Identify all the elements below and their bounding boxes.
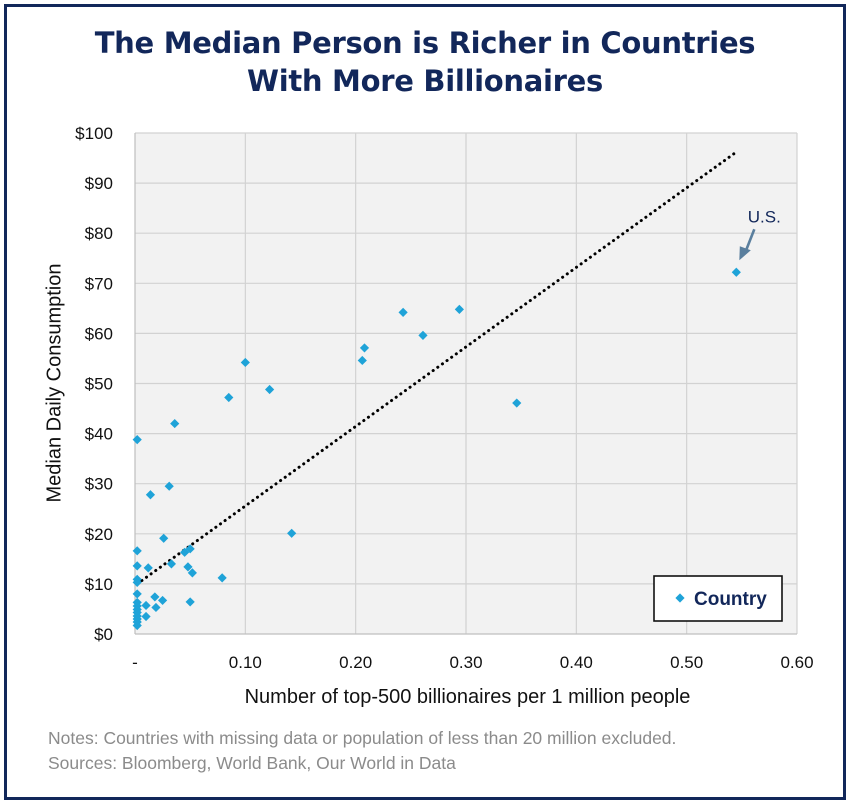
data-point bbox=[357, 355, 367, 366]
x-tick-label: 0.60 bbox=[780, 653, 813, 672]
x-tick-label: - bbox=[132, 653, 138, 672]
y-tick-label: $10 bbox=[85, 575, 113, 594]
data-point bbox=[418, 330, 428, 341]
chart-title-line-2: With More Billionaires bbox=[247, 64, 603, 98]
y-tick-label: $100 bbox=[75, 124, 113, 143]
annotation-label: U.S. bbox=[748, 207, 781, 226]
data-point bbox=[141, 600, 151, 611]
data-point bbox=[132, 561, 142, 571]
y-tick-label: $50 bbox=[85, 375, 113, 394]
y-tick-label: $40 bbox=[85, 425, 113, 444]
data-point bbox=[185, 597, 195, 607]
x-tick-label: 0.10 bbox=[229, 653, 262, 672]
data-point bbox=[164, 481, 174, 491]
x-tick-label: 0.40 bbox=[560, 653, 593, 672]
data-point bbox=[185, 544, 195, 554]
data-point bbox=[151, 602, 161, 613]
data-point bbox=[145, 490, 156, 500]
notes-line: Notes: Countries with missing data or po… bbox=[48, 728, 677, 748]
chart-title-line-1: The Median Person is Richer in Countries bbox=[94, 26, 756, 60]
legend-box bbox=[653, 575, 783, 622]
data-point bbox=[132, 589, 142, 599]
x-tick-label: 0.20 bbox=[339, 653, 372, 672]
data-point bbox=[143, 563, 153, 573]
data-point bbox=[224, 392, 234, 403]
data-point bbox=[166, 559, 177, 569]
y-tick-label: $30 bbox=[85, 475, 113, 494]
y-axis-label: Median Daily Consumption bbox=[43, 263, 66, 503]
data-point bbox=[287, 528, 297, 538]
data-point bbox=[132, 620, 142, 631]
data-point bbox=[141, 611, 151, 622]
legend-marker bbox=[675, 593, 685, 603]
sources-line: Sources: Bloomberg, World Bank, Our Worl… bbox=[48, 753, 456, 773]
data-point bbox=[150, 592, 160, 602]
data-point bbox=[157, 595, 168, 606]
chart-frame bbox=[4, 4, 846, 800]
data-point bbox=[217, 573, 227, 583]
y-tick-label: $90 bbox=[85, 174, 113, 193]
annotation-arrow-shaft bbox=[744, 228, 756, 253]
data-point bbox=[398, 307, 408, 317]
data-point bbox=[240, 357, 250, 368]
data-point bbox=[187, 568, 197, 578]
data-point bbox=[359, 343, 370, 353]
y-tick-label: $0 bbox=[94, 625, 113, 644]
x-tick-label: 0.30 bbox=[449, 653, 482, 672]
x-tick-label: 0.50 bbox=[670, 653, 703, 672]
data-point bbox=[170, 418, 180, 429]
data-point bbox=[132, 577, 142, 587]
data-point bbox=[731, 267, 741, 277]
y-tick-label: $60 bbox=[85, 324, 113, 343]
y-tick-label: $70 bbox=[85, 274, 113, 293]
data-point bbox=[183, 562, 193, 572]
data-point bbox=[512, 398, 522, 408]
data-point bbox=[132, 546, 142, 556]
data-point bbox=[454, 304, 464, 314]
x-axis-label: Number of top-500 billionaires per 1 mil… bbox=[244, 686, 691, 708]
annotation-arrow-head bbox=[739, 246, 751, 261]
trendline bbox=[135, 150, 738, 586]
data-point bbox=[132, 435, 142, 445]
legend-label: Country bbox=[694, 589, 767, 610]
y-tick-label: $80 bbox=[85, 224, 113, 243]
data-point bbox=[265, 384, 275, 395]
chart-notes: Notes: Countries with missing data or po… bbox=[48, 726, 676, 776]
y-tick-label: $20 bbox=[85, 525, 113, 544]
chart-title: The Median Person is Richer in Countries… bbox=[0, 24, 850, 100]
data-point bbox=[159, 533, 169, 543]
